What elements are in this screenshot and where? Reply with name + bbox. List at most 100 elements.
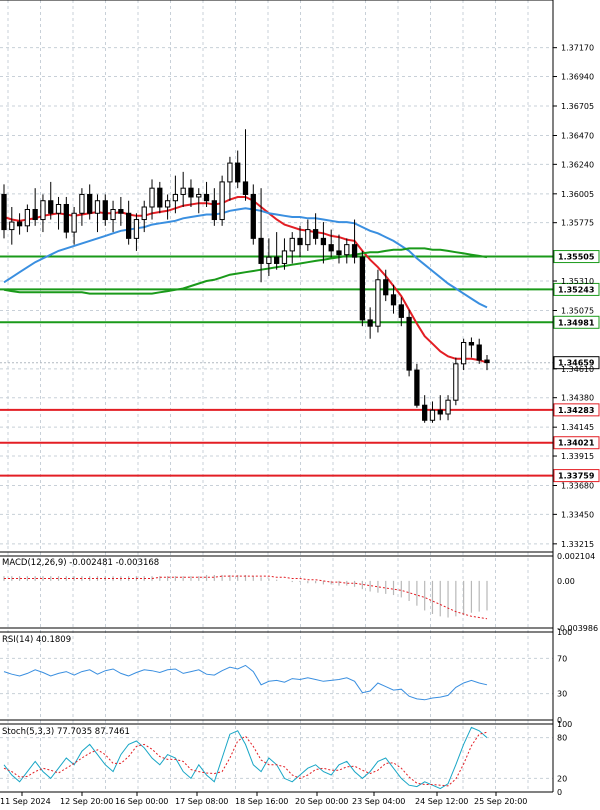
candle-bullish [344, 244, 350, 256]
price-tick-label: 1.34145 [561, 423, 594, 432]
candle-bullish [453, 363, 459, 401]
level-label-box [553, 282, 600, 296]
stoch-tick-label: 80 [557, 734, 567, 743]
level-label-box [553, 436, 600, 450]
price-tick-label: 1.34610 [561, 365, 594, 374]
rsi-tick-label: 100 [557, 628, 572, 637]
price-tick-label: 1.35775 [561, 219, 594, 228]
candle-bearish [118, 209, 124, 214]
candle-bearish [63, 203, 69, 233]
stoch-title: Stoch(5,3,3) 77.7035 87.7461 [2, 727, 130, 737]
level-label-box [553, 403, 600, 417]
candle-bearish [126, 212, 132, 239]
price-tick-label: 1.33680 [561, 482, 594, 491]
candle-bearish [16, 221, 23, 227]
level-label-box [553, 250, 600, 264]
stoch-tick-label: 0 [557, 788, 562, 797]
candle-bullish [94, 200, 101, 214]
level-label-box [553, 469, 600, 483]
candle-bearish [250, 193, 256, 239]
time-tick-label: 16 Sep 00:00 [115, 797, 168, 806]
grid-layer [0, 0, 553, 792]
price-tick-label: 1.35075 [561, 307, 594, 316]
candle-bullish [219, 181, 225, 221]
candle-bullish [149, 187, 155, 208]
price-tick-label: 1.36470 [561, 131, 594, 140]
candle-bearish [383, 279, 389, 296]
candle-bearish [422, 404, 428, 421]
current-price-label: 1.34659 [558, 359, 595, 368]
candle-bullish [133, 219, 140, 239]
candle-bearish [484, 359, 490, 364]
time-tick-label: 24 Sep 12:00 [415, 797, 468, 806]
rsi-line [3, 664, 488, 701]
labels: MACD(12,26,9) -0.002481 -0.003168 RSI(14… [2, 558, 159, 737]
candle-bullish [79, 193, 85, 214]
candle-bullish [445, 399, 451, 415]
candle-bearish [476, 344, 482, 361]
candle-bearish [468, 341, 475, 346]
candle-bearish [274, 256, 280, 264]
candle-bullish [164, 200, 171, 208]
candle-bearish [390, 294, 397, 306]
price-tick-label: 1.36005 [561, 190, 594, 199]
candle-bearish [406, 316, 412, 371]
candle-bearish [437, 409, 443, 415]
candle-bearish [398, 304, 404, 318]
price-tick-label: 1.34380 [561, 394, 594, 403]
macd-signal-line [4, 575, 488, 620]
candle-bullish [196, 193, 202, 198]
price-tick-label: 1.36705 [561, 102, 594, 111]
candle-bearish [32, 209, 38, 221]
stoch-signal-line [3, 731, 488, 787]
level-label: 1.34283 [558, 406, 594, 415]
price-tick-label: 1.36240 [561, 160, 594, 169]
time-tick-label: 23 Sep 04:00 [352, 797, 405, 806]
time-tick-label: 20 Sep 00:00 [295, 797, 348, 806]
price-tick-label: 1.33915 [561, 452, 594, 461]
candle-bullish [429, 409, 436, 421]
price-tick-label: 1.33215 [561, 540, 594, 549]
indicators [3, 574, 488, 790]
current-price-box [553, 356, 600, 370]
price-tick-label: 1.37170 [561, 44, 594, 53]
candle-bullish [281, 250, 288, 264]
candle-bullish [141, 206, 147, 221]
candle-bearish [157, 187, 163, 208]
candle-bullish [40, 200, 46, 221]
candle-bearish [328, 244, 334, 252]
time-tick-label: 12 Sep 20:00 [60, 797, 113, 806]
candle-bullish [180, 187, 186, 195]
candle-bearish [1, 193, 7, 231]
candle-bearish [359, 256, 365, 321]
time-tick-label: 18 Sep 16:00 [235, 797, 288, 806]
candle-bullish [227, 162, 233, 183]
candle-bearish [351, 244, 358, 258]
moving-average-line [3, 247, 488, 295]
candle-bullish [460, 341, 467, 365]
candle-bullish [71, 212, 77, 233]
candles [1, 129, 490, 423]
stoch-tick-label: 20 [557, 774, 567, 783]
candle-bearish [203, 193, 210, 202]
candle-bullish [375, 279, 381, 327]
candle-bearish [102, 200, 108, 221]
candle-bearish [242, 181, 249, 195]
candle-bearish [414, 369, 420, 406]
level-label: 1.34021 [558, 439, 595, 448]
candle-bullish [289, 237, 295, 252]
level-label: 1.35243 [558, 285, 594, 294]
macd-tick-label: -0.003986 [557, 624, 598, 633]
candle-bearish [258, 237, 264, 264]
level-label: 1.35505 [558, 253, 595, 262]
macd-title: MACD(12,26,9) -0.002481 -0.003168 [2, 558, 159, 568]
candle-bullish [172, 193, 179, 202]
candle-bearish [297, 237, 303, 246]
rsi-tick-label: 70 [557, 654, 567, 663]
level-label: 1.33759 [558, 472, 595, 481]
stoch-main-line [3, 726, 488, 790]
rsi-tick-label: 30 [557, 690, 567, 699]
candle-bullish [266, 256, 272, 264]
